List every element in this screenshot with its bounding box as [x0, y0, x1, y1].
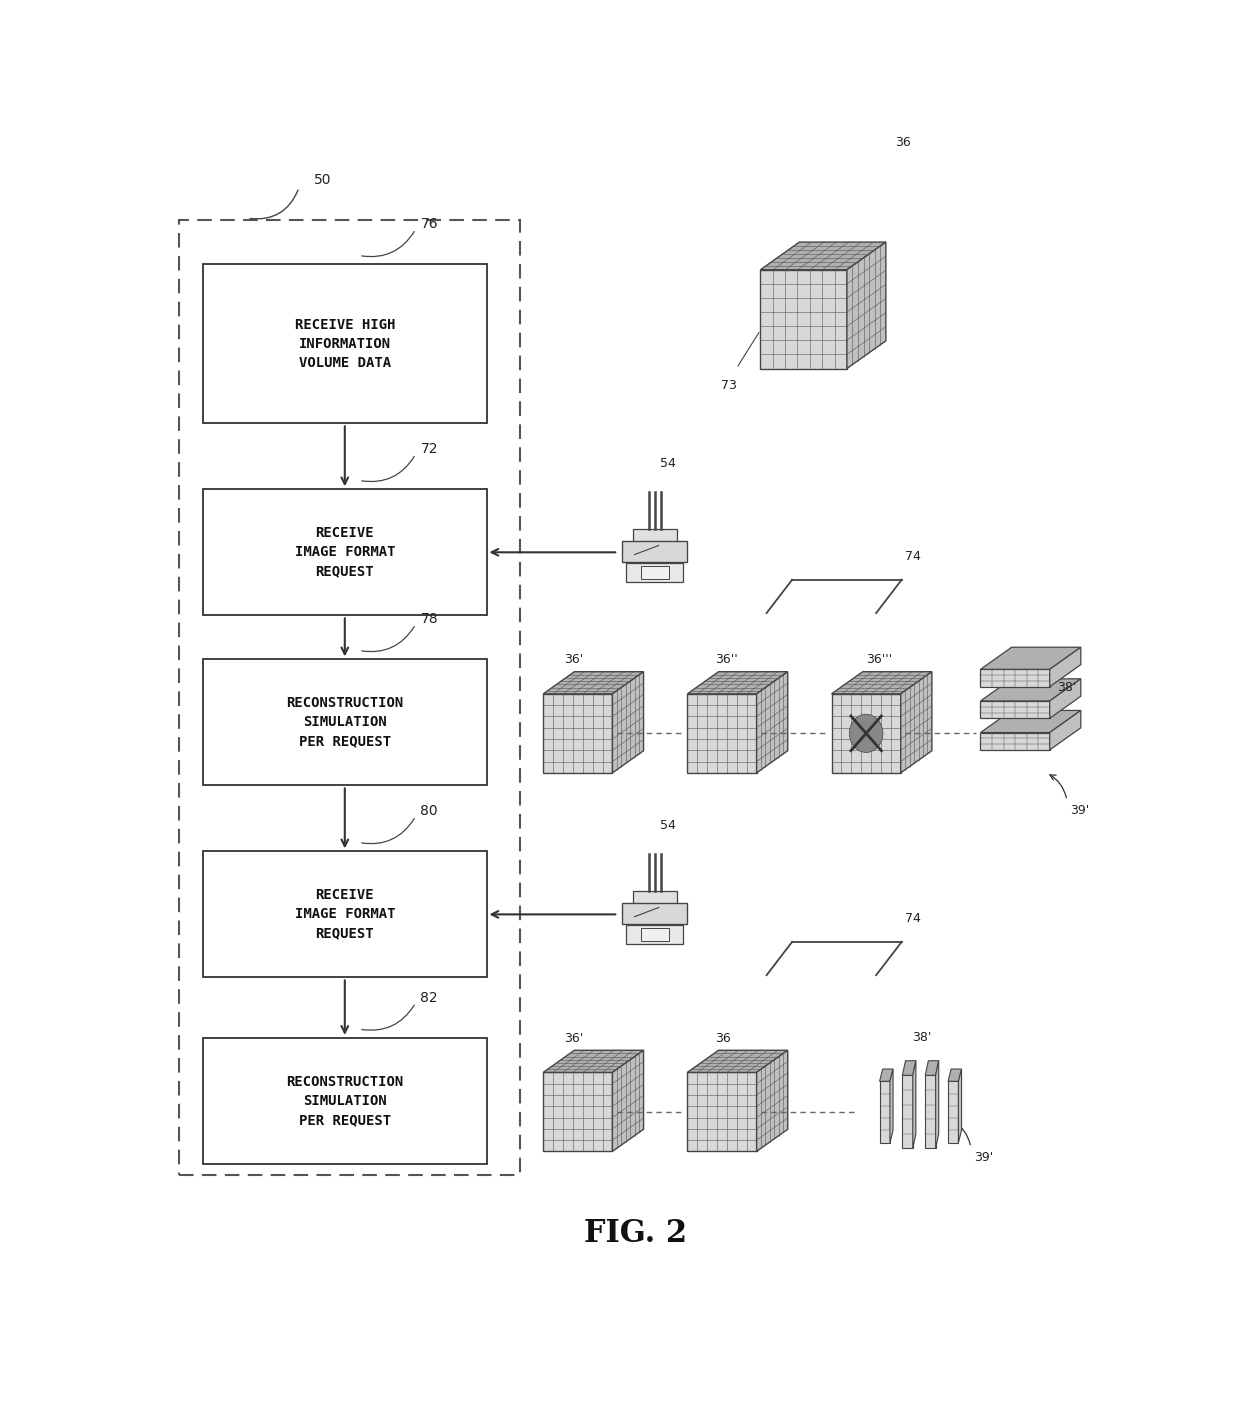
- Polygon shape: [981, 711, 1081, 732]
- Text: 76: 76: [420, 218, 438, 231]
- Polygon shape: [1050, 678, 1081, 718]
- Polygon shape: [543, 1073, 613, 1151]
- Bar: [203, 264, 486, 423]
- Polygon shape: [543, 1050, 644, 1073]
- Text: FIG. 2: FIG. 2: [584, 1217, 687, 1248]
- Text: RECEIVE
IMAGE FORMAT
REQUEST: RECEIVE IMAGE FORMAT REQUEST: [295, 526, 396, 579]
- Polygon shape: [981, 647, 1081, 670]
- FancyBboxPatch shape: [632, 892, 677, 905]
- Bar: [179, 221, 521, 1176]
- Polygon shape: [925, 1076, 936, 1149]
- Text: 74: 74: [905, 912, 920, 925]
- Text: 39': 39': [1070, 805, 1090, 818]
- Polygon shape: [760, 269, 847, 369]
- FancyBboxPatch shape: [626, 925, 683, 945]
- Polygon shape: [1050, 711, 1081, 750]
- Text: 80: 80: [420, 804, 438, 818]
- Text: 54: 54: [660, 819, 676, 832]
- Text: RECONSTRUCTION
SIMULATION
PER REQUEST: RECONSTRUCTION SIMULATION PER REQUEST: [286, 1074, 403, 1127]
- Text: 36': 36': [564, 653, 583, 667]
- Polygon shape: [981, 701, 1050, 718]
- Text: 38': 38': [1056, 681, 1076, 694]
- Text: 72: 72: [420, 442, 438, 456]
- Text: 36': 36': [564, 1032, 583, 1045]
- Polygon shape: [981, 732, 1050, 750]
- Polygon shape: [903, 1076, 913, 1149]
- Polygon shape: [756, 671, 787, 772]
- Polygon shape: [687, 694, 756, 772]
- Text: 54: 54: [660, 457, 676, 470]
- Polygon shape: [832, 671, 932, 694]
- Polygon shape: [687, 1073, 756, 1151]
- Text: 36: 36: [715, 1032, 730, 1045]
- Polygon shape: [687, 1050, 787, 1073]
- FancyBboxPatch shape: [641, 928, 668, 941]
- Polygon shape: [900, 671, 932, 772]
- Polygon shape: [913, 1060, 916, 1149]
- Polygon shape: [1050, 647, 1081, 687]
- Text: RECEIVE
IMAGE FORMAT
REQUEST: RECEIVE IMAGE FORMAT REQUEST: [295, 888, 396, 940]
- Polygon shape: [879, 1069, 893, 1082]
- FancyBboxPatch shape: [641, 566, 668, 579]
- Polygon shape: [903, 1060, 916, 1076]
- Text: RECONSTRUCTION
SIMULATION
PER REQUEST: RECONSTRUCTION SIMULATION PER REQUEST: [286, 697, 403, 748]
- Bar: [203, 660, 486, 785]
- Polygon shape: [687, 671, 787, 694]
- Circle shape: [849, 714, 883, 752]
- Text: 36'': 36'': [715, 653, 738, 667]
- FancyBboxPatch shape: [622, 540, 687, 561]
- Polygon shape: [756, 1050, 787, 1151]
- Text: 73: 73: [720, 379, 737, 392]
- Polygon shape: [925, 1060, 939, 1076]
- Bar: [203, 1037, 486, 1164]
- Text: 82: 82: [420, 990, 438, 1005]
- Polygon shape: [760, 242, 885, 269]
- FancyBboxPatch shape: [622, 903, 687, 923]
- Text: RECEIVE HIGH
INFORMATION
VOLUME DATA: RECEIVE HIGH INFORMATION VOLUME DATA: [295, 318, 396, 369]
- Text: 38': 38': [913, 1032, 931, 1045]
- Polygon shape: [949, 1069, 961, 1082]
- Text: 78: 78: [420, 613, 438, 627]
- Polygon shape: [890, 1069, 893, 1143]
- Polygon shape: [613, 671, 644, 772]
- Text: 50: 50: [314, 174, 331, 188]
- Text: 39': 39': [975, 1151, 993, 1164]
- Bar: [203, 489, 486, 616]
- Polygon shape: [832, 694, 900, 772]
- Polygon shape: [936, 1060, 939, 1149]
- Polygon shape: [981, 670, 1050, 687]
- Polygon shape: [949, 1082, 959, 1143]
- FancyBboxPatch shape: [626, 563, 683, 583]
- FancyBboxPatch shape: [632, 529, 677, 543]
- Text: 74: 74: [905, 550, 920, 563]
- Polygon shape: [879, 1082, 890, 1143]
- Polygon shape: [543, 694, 613, 772]
- Polygon shape: [981, 678, 1081, 701]
- Polygon shape: [847, 242, 885, 369]
- Text: 36''': 36''': [866, 653, 893, 667]
- Bar: [203, 851, 486, 978]
- Text: 36: 36: [895, 135, 910, 148]
- Polygon shape: [959, 1069, 961, 1143]
- Polygon shape: [543, 671, 644, 694]
- Polygon shape: [613, 1050, 644, 1151]
